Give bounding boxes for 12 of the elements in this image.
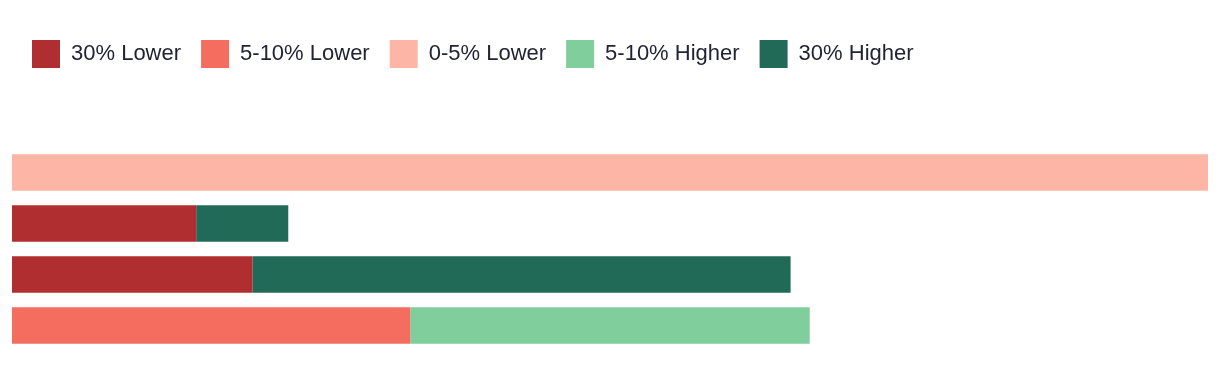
legend-label: 5-10% Higher [605, 40, 740, 66]
bar [12, 256, 253, 293]
legend-label: 30% Higher [798, 40, 914, 66]
bar [196, 205, 289, 242]
legend-label: 5-10% Lower [240, 40, 370, 66]
bar [12, 154, 1208, 191]
legend-label: 0-5% Lower [428, 40, 547, 66]
bar [252, 256, 791, 293]
bar [410, 307, 810, 344]
legend-label: 30% Lower [71, 40, 182, 66]
bar [12, 307, 411, 344]
bar [12, 205, 197, 242]
